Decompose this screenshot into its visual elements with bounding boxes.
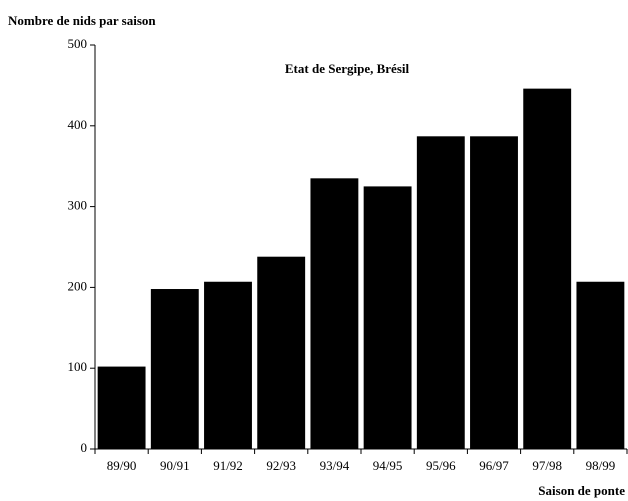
x-tick-label: 98/99 — [586, 458, 616, 473]
bar — [416, 136, 465, 449]
y-tick-label: 400 — [68, 117, 88, 132]
x-tick-label: 89/90 — [107, 458, 137, 473]
chart-title: Etat de Sergipe, Brésil — [285, 61, 410, 76]
x-tick-label: 91/92 — [213, 458, 243, 473]
y-tick-label: 100 — [68, 359, 88, 374]
bar — [576, 281, 625, 449]
x-tick-label: 93/94 — [320, 458, 350, 473]
y-tick-label: 300 — [68, 198, 88, 213]
y-tick-label: 200 — [68, 278, 88, 293]
bar — [523, 88, 572, 449]
x-tick-label: 97/98 — [532, 458, 562, 473]
bar — [204, 281, 252, 449]
x-tick-label: 94/95 — [373, 458, 403, 473]
bar — [363, 186, 412, 449]
y-axis-label: Nombre de nids par saison — [8, 13, 156, 28]
x-tick-label: 96/97 — [479, 458, 509, 473]
bar — [310, 178, 359, 449]
bar — [150, 289, 199, 449]
bar — [97, 366, 146, 449]
y-tick-label: 500 — [68, 36, 88, 51]
bar — [470, 136, 518, 449]
x-tick-label: 95/96 — [426, 458, 456, 473]
x-axis-label: Saison de ponte — [538, 483, 625, 498]
y-tick-label: 0 — [81, 440, 88, 455]
bar — [257, 256, 306, 449]
x-tick-label: 92/93 — [266, 458, 296, 473]
x-tick-label: 90/91 — [160, 458, 190, 473]
